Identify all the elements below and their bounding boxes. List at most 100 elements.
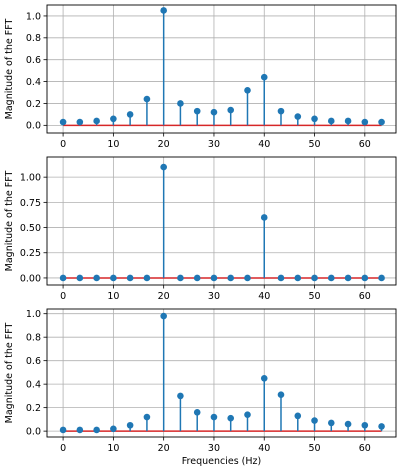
y-tick-label: 0.50 <box>20 223 41 234</box>
stem-marker <box>260 73 268 81</box>
x-tick-label: 40 <box>258 291 270 302</box>
y-tick-label: 1.0 <box>26 309 41 320</box>
stem-marker <box>193 409 201 416</box>
stem-marker <box>378 423 385 430</box>
x-tick-label: 10 <box>107 139 119 150</box>
subplot-2: 0 10 20 30 40 50 60 0.00 0.25 0.50 0.75 1.00 Magnitu… <box>4 156 397 302</box>
y-axis-label: Magnitude of the FFT <box>4 18 15 119</box>
x-tick-label: 0 <box>60 443 66 454</box>
stem-marker <box>210 108 218 116</box>
stem-marker <box>244 274 251 282</box>
y-tick-label: 0.2 <box>26 99 41 110</box>
stem-marker <box>59 118 67 126</box>
stem-marker <box>93 426 100 434</box>
stem-marker <box>76 118 84 126</box>
stem-marker <box>277 391 285 399</box>
stem-marker <box>210 413 218 421</box>
x-tick-label: 40 <box>258 443 270 454</box>
x-tick-label: 20 <box>158 291 170 302</box>
stem-marker <box>110 115 117 123</box>
stem-marker <box>294 113 302 120</box>
stem-marker <box>160 312 167 320</box>
stem-marker <box>227 274 235 282</box>
x-tick-label: 20 <box>158 443 170 454</box>
y-axis-label: Magnitude of the FFT <box>4 322 15 423</box>
stem-marker <box>143 95 151 103</box>
axes-frame <box>46 156 397 286</box>
x-tick-label: 30 <box>208 291 220 302</box>
y-tick-label: 0.75 <box>20 198 41 209</box>
stem-marker <box>193 107 201 115</box>
stem-marker <box>227 106 235 114</box>
stem-marker <box>327 117 335 125</box>
stem-marker <box>126 111 134 118</box>
y-tick-label: 1.00 <box>20 173 41 184</box>
stem-marker <box>361 274 369 282</box>
stem-marker <box>311 274 318 282</box>
x-tick-label: 50 <box>308 291 320 302</box>
stem-marker <box>378 118 385 126</box>
y-tick-label: 0.4 <box>26 77 41 88</box>
y-tick-label: 0.6 <box>26 55 41 66</box>
stem-marker <box>110 274 117 282</box>
stem-marker <box>344 117 352 125</box>
stem-marker <box>344 274 352 282</box>
x-tick-label: 60 <box>359 443 371 454</box>
stem-marker <box>143 413 151 421</box>
stem-marker <box>59 426 67 434</box>
axes-frame <box>46 308 397 438</box>
x-tick-label: 40 <box>258 139 270 150</box>
stem-marker <box>277 274 285 282</box>
x-tick-label: 60 <box>359 139 371 150</box>
stem-marker <box>361 118 369 126</box>
stem-marker <box>177 274 184 282</box>
stem-marker <box>361 421 369 429</box>
x-axis-label: Frequencies (Hz) <box>182 456 261 467</box>
stem-marker <box>294 412 302 420</box>
x-tick-label: 10 <box>107 443 119 454</box>
stem-marker <box>143 274 151 282</box>
axes-frame <box>46 4 397 134</box>
stem-marker <box>327 419 335 427</box>
x-tick-label: 30 <box>208 443 220 454</box>
stem-marker <box>227 414 235 422</box>
stem-marker <box>126 421 134 429</box>
stem-marker <box>126 274 134 282</box>
stem-marker <box>76 426 84 434</box>
y-tick-label: 0.4 <box>26 380 41 391</box>
subplot-3: 0 10 20 30 40 50 60 0.0 0.2 0.4 0.6 0.8 1.0 Magnitude… <box>4 308 397 467</box>
y-tick-label: 0.8 <box>26 33 41 44</box>
y-tick-label: 0.0 <box>26 427 41 438</box>
stem-marker <box>260 374 268 382</box>
stem-marker <box>327 274 335 282</box>
subplots: 0 10 20 30 40 50 60 0.0 0.2 0.4 0.6 0.8 1.0 Magnitude… <box>4 4 397 467</box>
x-tick-label: 0 <box>60 291 66 302</box>
stem-marker <box>244 411 251 418</box>
y-tick-label: 0.8 <box>26 333 41 344</box>
stem-marker <box>210 274 218 282</box>
x-tick-label: 50 <box>308 139 320 150</box>
stem-marker <box>244 87 251 94</box>
stem-marker <box>160 163 167 171</box>
stem-marker <box>378 274 385 282</box>
stem-marker <box>311 417 318 424</box>
y-axis-label: Magnitude of the FFT <box>4 170 15 271</box>
y-tick-label: 0.6 <box>26 356 41 367</box>
y-tick-label: 0.00 <box>20 273 41 284</box>
stem-marker <box>311 115 318 123</box>
stem-marker <box>93 117 100 125</box>
y-tick-label: 0.25 <box>20 248 41 259</box>
y-tick-label: 0.0 <box>26 121 41 132</box>
subplot-1: 0 10 20 30 40 50 60 0.0 0.2 0.4 0.6 0.8 1.0 Magnitude… <box>4 4 397 150</box>
stem-marker <box>277 107 285 115</box>
stem-marker <box>177 100 184 107</box>
stem-marker <box>344 420 352 428</box>
x-tick-label: 10 <box>107 291 119 302</box>
stem-marker <box>93 274 100 282</box>
x-tick-label: 0 <box>60 139 66 150</box>
stem-marker <box>110 425 117 433</box>
y-tick-label: 1.0 <box>26 11 41 22</box>
stem-marker <box>160 7 167 14</box>
